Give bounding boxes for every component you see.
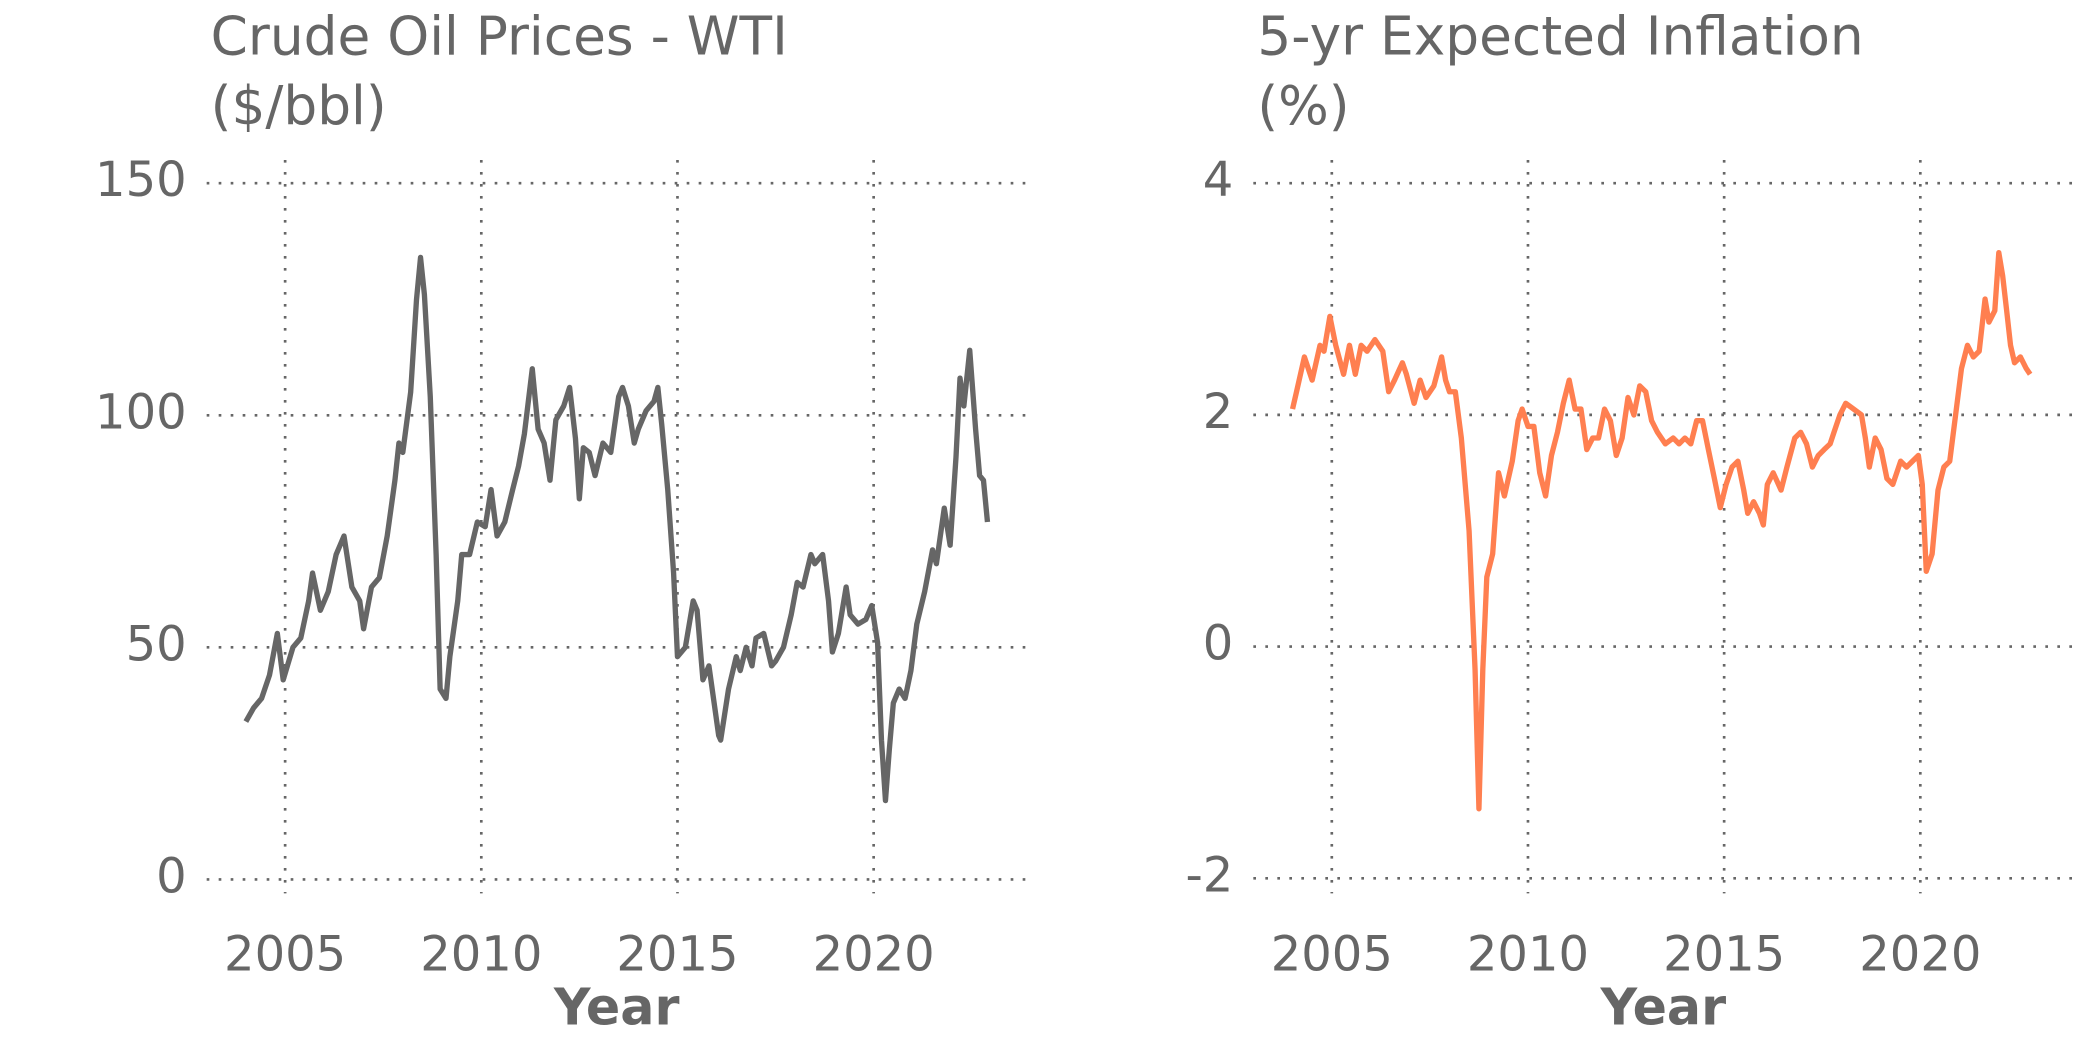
y-tick-label: -2: [1185, 847, 1233, 903]
x-axis-label: Year: [553, 978, 680, 1037]
x-tick-label: 2005: [224, 926, 346, 982]
x-tick-label: 2020: [813, 926, 935, 982]
y-tick-label: 100: [95, 384, 187, 440]
x-axis-label: Year: [1600, 978, 1727, 1037]
x-tick-label: 2020: [1859, 926, 1981, 982]
data-line: [243, 254, 991, 804]
y-tick-label: 150: [95, 152, 187, 208]
chart-subtitle: ($/bbl): [211, 74, 387, 137]
y-tick-label: 0: [1203, 616, 1234, 672]
data-line: [1289, 250, 2033, 812]
y-tick-label: 4: [1203, 152, 1234, 208]
x-tick-label: 2010: [1467, 926, 1589, 982]
x-tick-label: 2010: [420, 926, 542, 982]
x-tick-label: 2015: [616, 926, 738, 982]
y-tick-label: 2: [1203, 384, 1234, 440]
chart-subtitle: (%): [1257, 74, 1349, 137]
chart-title: Crude Oil Prices - WTI: [211, 5, 788, 68]
x-tick-label: 2015: [1663, 926, 1785, 982]
y-tick-label: 0: [156, 848, 187, 904]
chart-title: 5-yr Expected Inflation: [1257, 5, 1863, 68]
y-tick-label: 50: [126, 616, 187, 672]
x-tick-label: 2005: [1271, 926, 1393, 982]
